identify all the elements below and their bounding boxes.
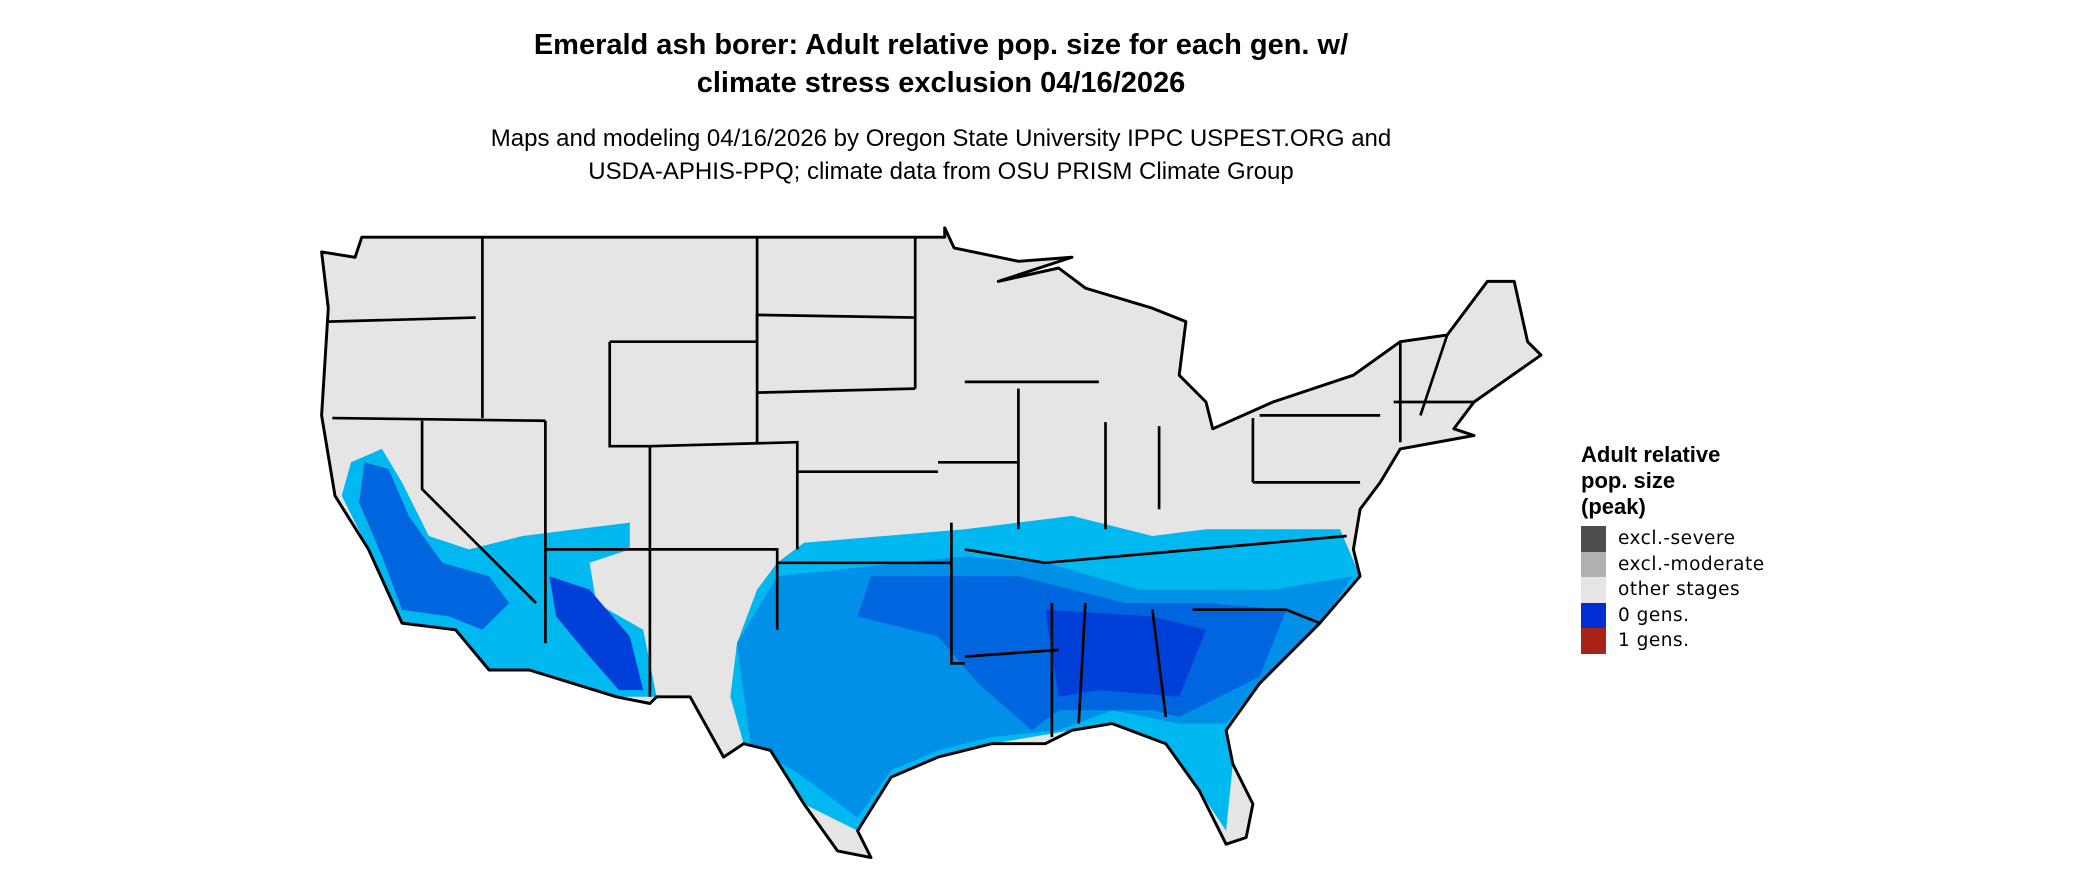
legend-label: 0 gens. xyxy=(1618,604,1690,626)
legend-title-line-2: pop. size xyxy=(1581,468,1676,493)
legend-label: excl.-moderate xyxy=(1618,553,1765,575)
population-layer xyxy=(341,448,1361,831)
title-line-1: Emerald ash borer: Adult relative pop. s… xyxy=(533,29,1349,61)
title-line-2: climate stress exclusion 04/16/2026 xyxy=(696,67,1186,99)
map-subtitle: Maps and modeling 04/16/2026 by Oregon S… xyxy=(0,122,1882,188)
legend-swatch xyxy=(1581,526,1606,552)
legend-label: 1 gens. xyxy=(1618,630,1690,652)
legend-swatch xyxy=(1581,628,1606,654)
legend-label: other stages xyxy=(1618,579,1741,601)
legend-title: Adult relative pop. size (peak) xyxy=(1581,442,1765,520)
subtitle-line-1: Maps and modeling 04/16/2026 by Oregon S… xyxy=(490,125,1392,152)
legend-swatch xyxy=(1581,551,1606,577)
legend-title-line-3: (peak) xyxy=(1581,494,1646,519)
legend-item-1-gens: 1 gens. xyxy=(1581,628,1765,654)
zone-darkest-east xyxy=(1045,609,1206,697)
legend-item-excl-moderate: excl.-moderate xyxy=(1581,551,1765,577)
map-title: Emerald ash borer: Adult relative pop. s… xyxy=(0,26,1882,102)
legend-item-excl-severe: excl.-severe xyxy=(1581,526,1765,552)
legend-swatch xyxy=(1581,577,1606,603)
legend-label: excl.-severe xyxy=(1618,528,1736,550)
legend-item-other-stages: other stages xyxy=(1581,577,1765,603)
zone-dark-west xyxy=(549,576,644,691)
state-borders xyxy=(328,237,1475,738)
legend-swatch xyxy=(1581,602,1606,628)
legend-title-line-1: Adult relative xyxy=(1581,442,1721,467)
legend-item-0-gens: 0 gens. xyxy=(1581,602,1765,628)
zone-medium-west xyxy=(359,462,510,630)
map-legend: Adult relative pop. size (peak) excl.-se… xyxy=(1581,442,1765,654)
us-border xyxy=(320,226,1543,860)
subtitle-line-2: USDA-APHIS-PPQ; climate data from OSU PR… xyxy=(588,158,1294,185)
